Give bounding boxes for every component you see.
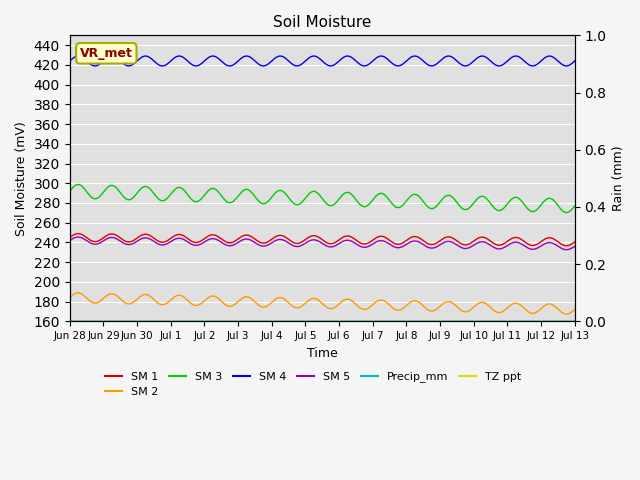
SM 1 [300,238,308,243]
Legend: SM 1, SM 2, SM 3, SM 4, SM 5, Precip_mm, TZ ppt: SM 1, SM 2, SM 3, SM 4, SM 5, Precip_mm,… [100,367,525,401]
SM 1 [571,239,579,245]
SM 3 [126,197,134,203]
Precip_mm [125,318,133,324]
SM 2 [571,307,579,312]
SM 1 [106,231,113,237]
Y-axis label: Rain (mm): Rain (mm) [612,145,625,211]
SM 2 [291,304,299,310]
SM 4 [126,63,134,69]
SM 5 [354,242,362,248]
SM 4 [106,54,113,60]
SM 3 [291,201,299,207]
SM 2 [66,295,74,300]
TZ ppt [291,318,298,324]
SM 2 [126,301,134,307]
Precip_mm [105,318,113,324]
Title: Soil Moisture: Soil Moisture [273,15,371,30]
SM 5 [563,247,570,252]
SM 2 [354,303,362,309]
SM 2 [74,290,82,296]
SM 4 [300,60,308,65]
Y-axis label: Soil Moisture (mV): Soil Moisture (mV) [15,121,28,236]
SM 1 [563,243,570,249]
SM 3 [74,181,82,187]
Line: SM 2: SM 2 [70,293,575,314]
Precip_mm [280,318,288,324]
TZ ppt [66,318,74,324]
Precip_mm [291,318,298,324]
TZ ppt [125,318,133,324]
SM 4 [563,63,570,69]
Precip_mm [66,318,74,324]
Precip_mm [300,318,307,324]
SM 4 [280,55,288,60]
SM 5 [106,235,113,241]
SM 3 [280,190,288,195]
SM 2 [300,301,308,307]
SM 5 [74,234,82,240]
SM 1 [291,240,299,246]
SM 1 [280,234,288,240]
Precip_mm [571,318,579,324]
Line: SM 4: SM 4 [70,56,575,66]
SM 5 [126,241,134,247]
TZ ppt [300,318,307,324]
SM 3 [66,188,74,194]
SM 5 [291,243,299,249]
Line: SM 5: SM 5 [70,237,575,250]
SM 1 [126,239,134,245]
Precip_mm [353,318,361,324]
SM 2 [563,312,570,317]
SM 1 [74,231,82,237]
TZ ppt [571,318,579,324]
SM 5 [66,238,74,243]
Text: VR_met: VR_met [80,47,132,60]
TZ ppt [280,318,288,324]
Line: SM 3: SM 3 [70,184,575,213]
SM 5 [571,243,579,249]
SM 5 [300,241,308,247]
SM 4 [571,58,579,64]
SM 4 [291,62,299,68]
SM 3 [563,210,570,216]
Line: SM 1: SM 1 [70,234,575,246]
TZ ppt [353,318,361,324]
SM 2 [280,296,288,302]
SM 1 [66,235,74,240]
SM 5 [280,238,288,243]
TZ ppt [105,318,113,324]
SM 4 [74,53,82,59]
SM 3 [106,183,113,189]
X-axis label: Time: Time [307,347,338,360]
SM 3 [300,197,308,203]
SM 1 [354,238,362,244]
SM 4 [66,58,74,64]
SM 2 [106,291,113,297]
SM 3 [354,199,362,204]
SM 3 [571,203,579,209]
SM 4 [354,60,362,65]
